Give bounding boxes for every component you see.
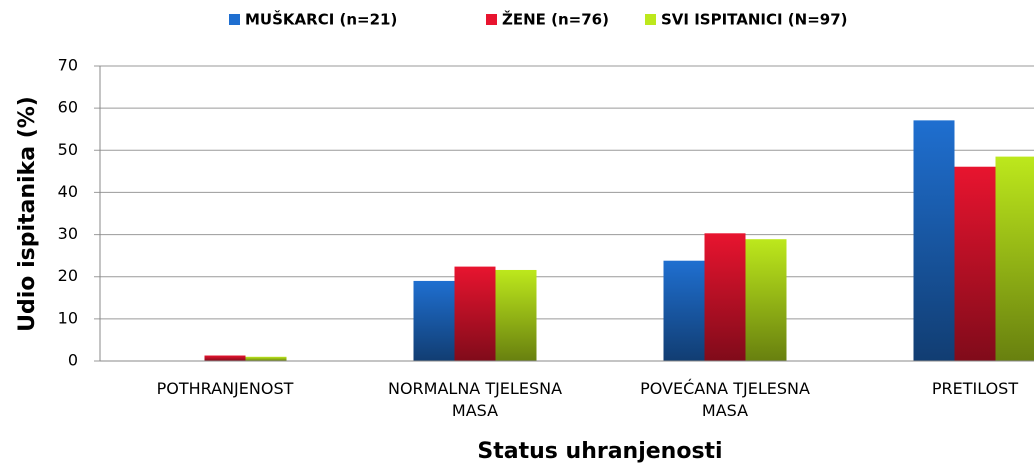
y-tick-label: 10 [58,308,78,327]
bar [913,120,955,361]
bar [995,156,1034,361]
bar [204,355,246,361]
legend-label: SVI ISPITANICI (N=97) [661,11,848,29]
y-tick-label: 30 [58,224,78,243]
x-tick-label: POTHRANJENOST [156,379,294,398]
y-tick-label: 60 [58,98,78,117]
y-tick-label: 20 [58,266,78,285]
bar [745,239,787,361]
legend-swatch [645,14,656,25]
bar [495,269,537,361]
legend-label: ŽENE (n=76) [502,10,609,29]
x-axis-title: Status uhranjenosti [477,439,722,464]
x-tick-label: POVEĆANA TJELESNA MASA [640,379,810,420]
y-tick-label: 0 [68,351,78,370]
y-tick-label: 40 [58,182,78,201]
bar [413,280,455,361]
legend-swatch [486,14,497,25]
bar [454,266,496,361]
y-axis-title: Udio ispitanika (%) [15,96,40,332]
x-tick-label: NORMALNA TJELESNA MASA [387,379,563,420]
legend-swatch [229,14,240,25]
legend-label: MUŠKARCI (n=21) [245,10,397,29]
y-tick-label: 50 [58,140,78,159]
x-tick-label: PRETILOST [931,379,1019,398]
bar [245,356,287,361]
bar [663,260,705,361]
bar [704,233,746,361]
y-tick-label: 70 [58,56,78,75]
bar [954,166,996,361]
